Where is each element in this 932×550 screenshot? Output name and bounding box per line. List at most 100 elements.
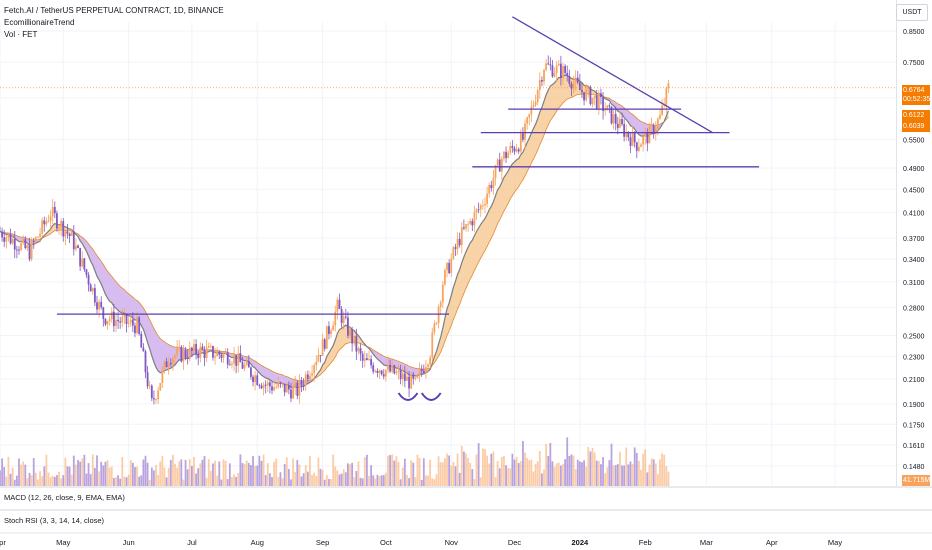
volume-bar — [9, 473, 12, 486]
price-tick-label: 0.2100 — [903, 377, 925, 384]
volume-bar — [150, 467, 153, 486]
volume-bar — [311, 474, 313, 486]
candle-body — [517, 149, 520, 152]
volume-bar — [266, 463, 269, 486]
candle-body — [323, 339, 326, 349]
volume-bar — [203, 456, 206, 486]
candle-body — [233, 355, 235, 364]
candle-body — [136, 317, 138, 334]
volume-bar — [104, 461, 107, 486]
candle-body — [296, 382, 299, 396]
candle-body — [325, 326, 328, 349]
volume-bar — [519, 461, 522, 486]
candle-body — [51, 206, 54, 217]
volume-bar — [498, 468, 501, 486]
volume-bar — [387, 455, 389, 486]
volume-bar — [32, 458, 35, 486]
price-tick-label: 0.2500 — [903, 334, 925, 341]
last-price-label: 0.6764 00:52:35 — [902, 85, 930, 105]
candle-body — [304, 374, 307, 386]
price-axis-border — [896, 0, 897, 486]
candle-body — [555, 65, 558, 74]
candle-body — [220, 354, 223, 358]
volume-bar — [209, 470, 212, 486]
macd-pane-label[interactable]: MACD (12, 26, close, 9, EMA, EMA) — [4, 493, 125, 502]
candle-body — [559, 63, 562, 78]
volume-bar — [629, 461, 632, 486]
candle-body — [342, 316, 345, 323]
candle-body — [112, 311, 115, 327]
volume-bar — [271, 477, 273, 486]
candle-body — [43, 220, 46, 225]
time-axis[interactable]: Apr May Jun Jul Aug Sep Oct Nov Dec 2024 Feb Mar Apr… — [0, 532, 932, 547]
volume-bar — [441, 462, 444, 486]
candle-body — [509, 145, 512, 153]
volume-bar — [153, 470, 155, 486]
volume-bar — [621, 465, 623, 486]
candle-body — [600, 93, 602, 98]
candle-body — [614, 114, 617, 124]
candle-body — [460, 227, 463, 246]
candle-body — [41, 220, 44, 234]
volume-bar — [420, 479, 423, 486]
volume-bar — [446, 453, 448, 486]
bear-band-fill — [366, 346, 431, 376]
volume-bar — [306, 471, 309, 486]
candle-body — [591, 97, 594, 105]
indicator-volume[interactable]: Vol · FET — [4, 30, 38, 39]
volume-bar — [13, 479, 16, 486]
candle-body — [557, 63, 560, 66]
candle-body — [435, 323, 438, 324]
volume-bar — [349, 464, 351, 486]
volume-bar — [551, 461, 554, 486]
volume-bar — [129, 460, 132, 486]
candle-body — [397, 370, 400, 372]
candle-body — [241, 362, 244, 369]
candle-body — [427, 364, 429, 368]
candle-body — [245, 361, 248, 365]
volume-bar — [302, 473, 305, 486]
candle-body — [344, 316, 347, 318]
descending-trendline[interactable] — [512, 16, 714, 134]
volume-bar — [414, 477, 417, 486]
volume-bar — [562, 463, 564, 486]
volume-bar — [462, 451, 465, 486]
volume-bar — [41, 476, 44, 486]
volume-bar — [277, 477, 280, 486]
volume-bar — [522, 440, 524, 486]
volume-bar — [509, 468, 512, 486]
price-axis[interactable]: 0.85000.75000.65000.55000.49000.45000.41… — [896, 0, 925, 486]
volume-bar — [235, 476, 238, 486]
candle-body — [235, 355, 238, 366]
bear-band-fill — [603, 96, 663, 137]
candle-body — [380, 370, 383, 375]
candle-body — [294, 382, 297, 387]
volume-bar — [368, 475, 370, 486]
volume-bar — [399, 479, 402, 486]
candle-body — [258, 385, 261, 386]
volume-bar — [334, 466, 337, 486]
candle-body — [471, 220, 474, 226]
candle-body — [279, 382, 282, 384]
volume-bar — [667, 471, 670, 486]
volume-bar — [296, 460, 299, 486]
candle-body — [18, 249, 20, 251]
currency-button[interactable]: USDT — [896, 4, 928, 21]
candle-body — [650, 125, 653, 127]
price-tick-label: 0.5500 — [903, 137, 925, 144]
stoch-rsi-pane-label[interactable]: Stoch RSI (3, 3, 14, 14, close) — [4, 516, 105, 525]
volume-bar — [281, 478, 284, 486]
candle-body — [640, 144, 642, 147]
time-tick-label: Apr — [0, 538, 6, 547]
volume-bar — [205, 477, 208, 486]
volume-bar — [619, 451, 621, 486]
volume-bar — [351, 462, 354, 486]
indicator-ecomillionaire-trend[interactable]: EcomillionaireTrend — [4, 18, 75, 27]
volume-bar — [602, 457, 604, 486]
volume-bar — [600, 464, 602, 486]
volume-bar — [66, 466, 69, 486]
volume-bar — [566, 437, 569, 486]
candle-body — [446, 262, 448, 271]
volume-bar — [395, 456, 398, 486]
